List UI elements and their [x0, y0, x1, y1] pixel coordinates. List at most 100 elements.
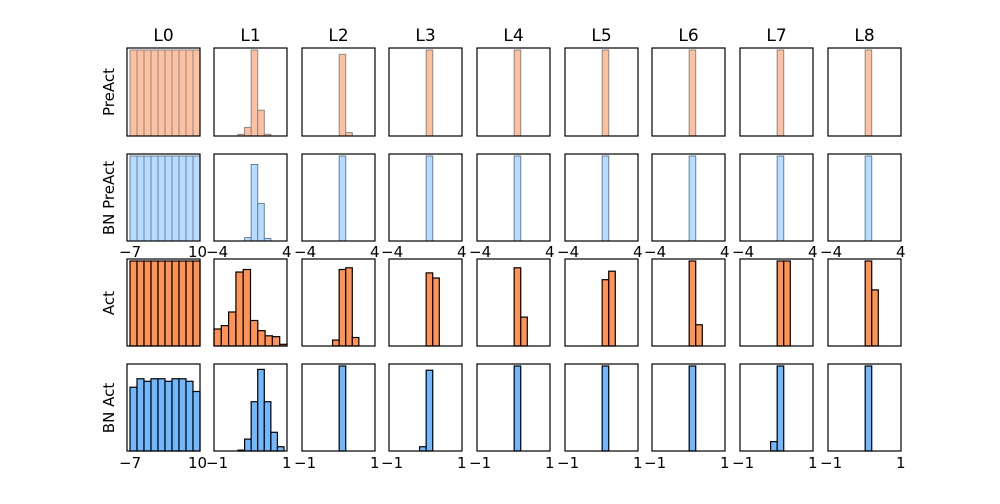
subplot-bn-preact-l7: [739, 153, 814, 242]
histogram-bar: [776, 365, 785, 452]
x-tick-label: 1: [808, 454, 818, 472]
axes-frame: [213, 258, 288, 347]
histogram-bar: [178, 155, 187, 242]
x-tick-label: −4: [206, 243, 229, 261]
row-label-act: Act: [100, 290, 118, 315]
histogram-bar: [250, 401, 259, 452]
histogram-bar: [185, 380, 194, 452]
histogram-bar: [425, 49, 434, 137]
subplot-bn-preact-l8: [827, 153, 902, 242]
subplot-preact-l3: [388, 47, 463, 137]
subplot-act-l5: [564, 258, 639, 347]
column-title-l4: L4: [503, 26, 524, 46]
histogram-bar: [688, 260, 697, 347]
x-tick-label: 1: [633, 454, 643, 472]
histogram-bar: [185, 49, 194, 137]
histogram-bar: [425, 272, 434, 347]
histogram-bar: [257, 109, 265, 137]
x-tick-label: −4: [732, 243, 755, 261]
histogram-bar: [338, 365, 347, 452]
axes-frame: [827, 363, 902, 452]
axes-frame: [476, 47, 551, 137]
subplot-preact-l0: [126, 47, 201, 137]
column-title-l3: L3: [415, 26, 436, 46]
subplot-act-l4: [476, 258, 551, 347]
histogram-bar: [243, 438, 252, 452]
subplot-preact-l1: [213, 47, 288, 137]
column-title-l2: L2: [328, 26, 349, 46]
histogram-bar: [264, 335, 274, 347]
histogram-bar: [150, 260, 159, 347]
axes-frame: [739, 47, 814, 137]
subplot-act-l0: [126, 258, 201, 347]
x-tick-label: 4: [896, 243, 906, 261]
histogram-bar: [338, 268, 347, 347]
subplot-bn-preact-l3: [388, 153, 463, 242]
row-label-bn-preact: BN PreAct: [100, 160, 118, 235]
x-tick-label: 1: [896, 454, 906, 472]
row-label-bn-act: BN Act: [100, 382, 118, 433]
x-tick-label: −1: [469, 454, 492, 472]
histogram-bar: [271, 336, 281, 347]
x-tick-label: 1: [457, 454, 467, 472]
histogram-bar: [143, 380, 152, 452]
histogram-bar: [263, 401, 272, 452]
subplot-act-l1: [213, 258, 288, 347]
subplot-preact-l8: [827, 47, 902, 137]
axes-frame: [476, 363, 551, 452]
axes-frame: [564, 363, 639, 452]
x-tick-label: 1: [370, 454, 380, 472]
subplot-preact-l2: [301, 47, 376, 137]
axes-frame: [126, 363, 201, 452]
axes-frame: [301, 47, 376, 137]
subplot-bn-act-l0: [126, 363, 201, 452]
axes-frame: [564, 153, 639, 242]
axes-frame: [126, 258, 201, 347]
axes-frame: [739, 258, 814, 347]
x-tick-label: −1: [557, 454, 580, 472]
histogram-bar: [129, 49, 138, 137]
subplot-bn-act-l1: [213, 363, 288, 452]
x-tick-label: −1: [644, 454, 667, 472]
histogram-bar: [513, 155, 522, 242]
histogram-bar: [129, 260, 138, 347]
axes-frame: [827, 258, 902, 347]
x-tick-label: 4: [457, 243, 467, 261]
histogram-bar: [276, 446, 285, 452]
axes-frame: [388, 258, 463, 347]
axes-frame: [476, 153, 551, 242]
histogram-bar: [157, 155, 166, 242]
histogram-bar: [242, 268, 252, 347]
subplot-bn-act-l3: [388, 363, 463, 452]
histogram-bar: [220, 325, 230, 347]
histogram-bar: [688, 49, 697, 137]
histogram-bar: [418, 446, 427, 452]
axes-frame: [827, 153, 902, 242]
histogram-bar: [244, 126, 252, 137]
subplot-act-l8: [827, 258, 902, 347]
histogram-bar: [432, 277, 440, 347]
axes-frame: [301, 363, 376, 452]
subplot-act-l6: [651, 258, 726, 347]
x-tick-label: 1: [545, 454, 555, 472]
histogram-bar: [164, 380, 173, 452]
histogram-bar: [171, 378, 180, 452]
histogram-bar: [257, 368, 265, 452]
histogram-bar: [783, 260, 791, 347]
histogram-bar: [171, 49, 180, 137]
x-tick-label: −4: [820, 243, 843, 261]
histogram-bar: [425, 155, 434, 242]
histogram-bar: [164, 155, 173, 242]
x-tick-label: 10: [188, 454, 208, 472]
subplot-bn-preact-l5: [564, 153, 639, 242]
axes-frame: [564, 258, 639, 347]
histogram-bar: [257, 203, 265, 242]
x-tick-label: 10: [188, 243, 208, 261]
histogram-bar: [601, 155, 610, 242]
column-title-l7: L7: [766, 26, 787, 46]
histogram-bar: [776, 155, 785, 242]
x-tick-label: −1: [732, 454, 755, 472]
x-tick-label: −4: [557, 243, 580, 261]
column-title-l8: L8: [854, 26, 875, 46]
axes-frame: [301, 258, 376, 347]
